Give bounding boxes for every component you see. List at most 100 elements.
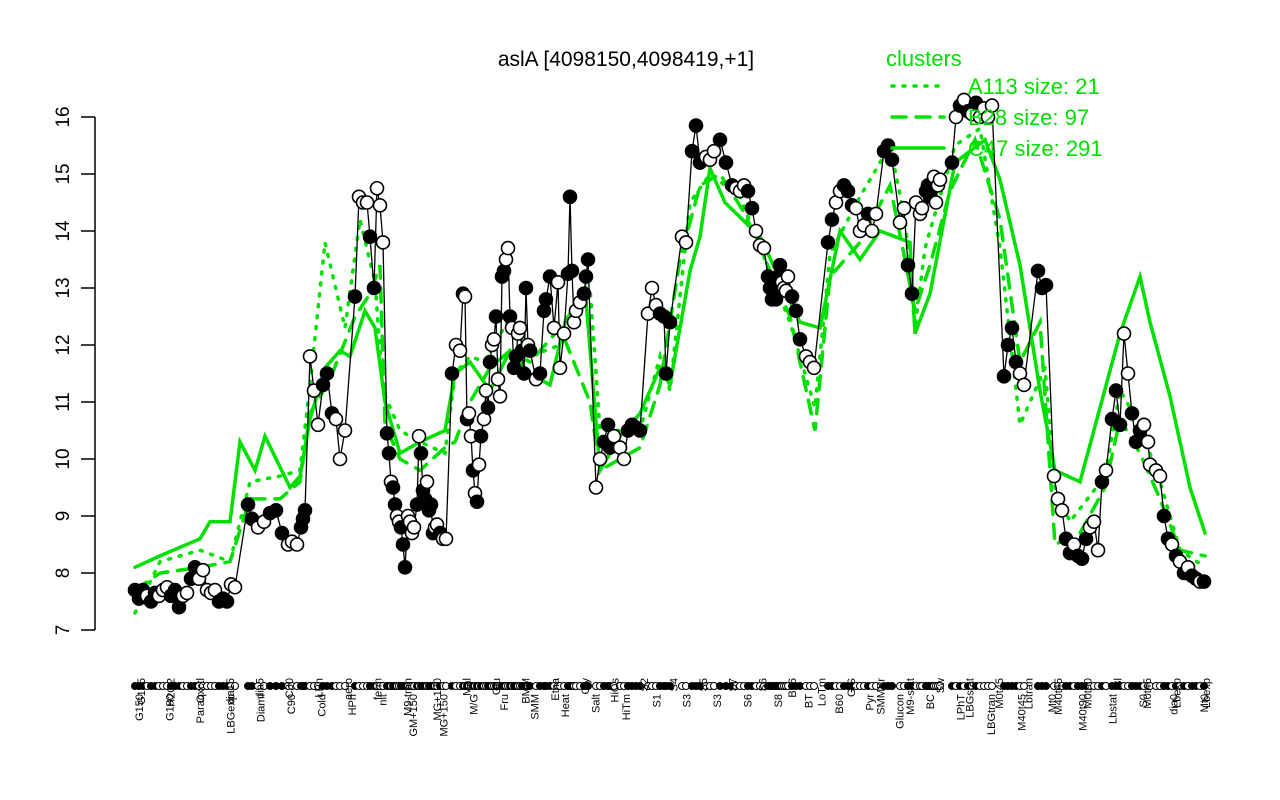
data-point xyxy=(419,474,435,490)
x-tick-label: dia0 xyxy=(1169,694,1181,715)
x-tick-label: HiOs xyxy=(609,678,621,703)
cluster-line xyxy=(133,125,1207,615)
chart-title: aslA [4098150,4098419,+1] xyxy=(498,48,754,71)
data-point xyxy=(616,451,632,467)
x-tick-label: Etha xyxy=(550,677,562,701)
data-point xyxy=(452,343,468,359)
data-point xyxy=(658,366,674,381)
data-point xyxy=(944,155,960,170)
x-tick-label: G180 xyxy=(164,694,176,721)
data-point xyxy=(1108,383,1124,398)
data-point xyxy=(892,215,908,230)
x-tick-label: HPh xyxy=(347,694,359,715)
data-point xyxy=(662,314,678,330)
data-point xyxy=(688,118,704,133)
x-tick-label: Cold xyxy=(317,694,329,717)
data-point xyxy=(896,200,912,216)
data-point xyxy=(1156,508,1172,524)
legend: clusters A113 size: 21 B28 size: 97 C47 si… xyxy=(886,46,1103,161)
x-tick-label: C30 xyxy=(284,678,296,698)
y-axis: 7 8 9 10 11 12 13 14 15 16 xyxy=(53,106,96,636)
data-point xyxy=(788,303,804,319)
x-tick-label: dia15 xyxy=(225,678,237,705)
x-axis: G135 H2O2 Oxctl dia15 dia5 C30 LPh aero ferm M9-t… xyxy=(131,677,1213,737)
x-tick-label: S4 xyxy=(669,678,681,691)
data-point xyxy=(706,143,722,159)
data-point xyxy=(302,349,318,364)
data-point xyxy=(516,366,532,381)
data-point xyxy=(337,423,353,438)
legend-entry: B28 size: 97 xyxy=(968,105,1089,130)
data-point xyxy=(824,212,840,227)
y-tick-label: 12 xyxy=(53,334,74,355)
data-point xyxy=(518,280,534,296)
data-point xyxy=(469,494,485,510)
x-tick-label: M/G xyxy=(469,694,481,715)
data-point xyxy=(362,229,378,244)
legend-entry: C47 size: 291 xyxy=(968,136,1103,161)
data-point xyxy=(632,423,648,438)
data-point xyxy=(219,594,235,609)
x-tick-label: Salt xyxy=(590,694,602,713)
x-tick-label: M0t45 xyxy=(1142,678,1154,709)
data-point xyxy=(379,426,395,441)
x-tick-label: Mal xyxy=(461,678,473,696)
data-point xyxy=(1046,468,1062,484)
data-point xyxy=(932,172,948,187)
x-tick-label: B60 xyxy=(834,694,846,714)
data-point xyxy=(369,180,385,196)
y-tick-label: 10 xyxy=(53,448,74,469)
data-point xyxy=(644,280,660,296)
y-tick-label: 7 xyxy=(53,625,74,636)
data-point xyxy=(240,497,256,512)
x-tick-label: Diami xyxy=(256,694,268,722)
y-tick-label: 8 xyxy=(53,568,74,579)
data-point xyxy=(900,257,916,273)
x-tick-label: LoTm xyxy=(816,678,828,706)
data-point xyxy=(606,428,622,444)
data-point xyxy=(1136,417,1152,433)
x-tick-label: C90 xyxy=(286,694,298,714)
x-tick-label: M40t90 xyxy=(1077,694,1089,731)
y-tick-label: 9 xyxy=(53,511,74,522)
x-tick-label: Lbtran xyxy=(1024,678,1036,709)
data-point xyxy=(179,585,195,601)
x-tick-label: Paraq xyxy=(195,694,207,723)
data-point xyxy=(984,98,1000,113)
data-point xyxy=(684,143,700,159)
x-tick-label: LPh xyxy=(314,678,326,698)
data-point xyxy=(550,274,566,290)
data-point xyxy=(319,366,335,381)
x-tick-label: Fru xyxy=(499,694,511,711)
data-point xyxy=(780,269,796,284)
x-tick-label: S2 xyxy=(639,678,651,691)
x-tick-label: Heat xyxy=(560,694,572,717)
data-point xyxy=(482,354,498,370)
x-tick-label: M9-tran xyxy=(402,678,414,716)
data-point xyxy=(904,286,920,302)
y-tick-label: 11 xyxy=(53,392,74,412)
data-point xyxy=(328,411,344,427)
data-point xyxy=(406,520,422,535)
data-point xyxy=(1074,551,1090,567)
data-point xyxy=(500,240,516,256)
x-tick-label: G/S xyxy=(846,678,858,697)
data-point xyxy=(884,152,900,168)
data-point xyxy=(562,189,578,205)
data-point xyxy=(576,286,592,302)
data-point xyxy=(592,451,608,467)
data-point xyxy=(490,371,506,387)
y-tick-label: 15 xyxy=(53,163,74,184)
y-tick-label: 14 xyxy=(53,220,74,242)
data-point xyxy=(385,480,401,495)
data-point xyxy=(712,132,728,148)
x-tick-label: LBGexp xyxy=(225,694,237,734)
data-point xyxy=(310,417,326,433)
x-tick-label: M40t45 xyxy=(1016,694,1028,731)
data-point xyxy=(372,198,388,213)
data-point xyxy=(366,280,382,296)
data-point xyxy=(1098,463,1114,478)
data-point xyxy=(480,400,496,416)
x-tick-label: LBGstat xyxy=(964,678,976,718)
data-point xyxy=(473,428,489,444)
